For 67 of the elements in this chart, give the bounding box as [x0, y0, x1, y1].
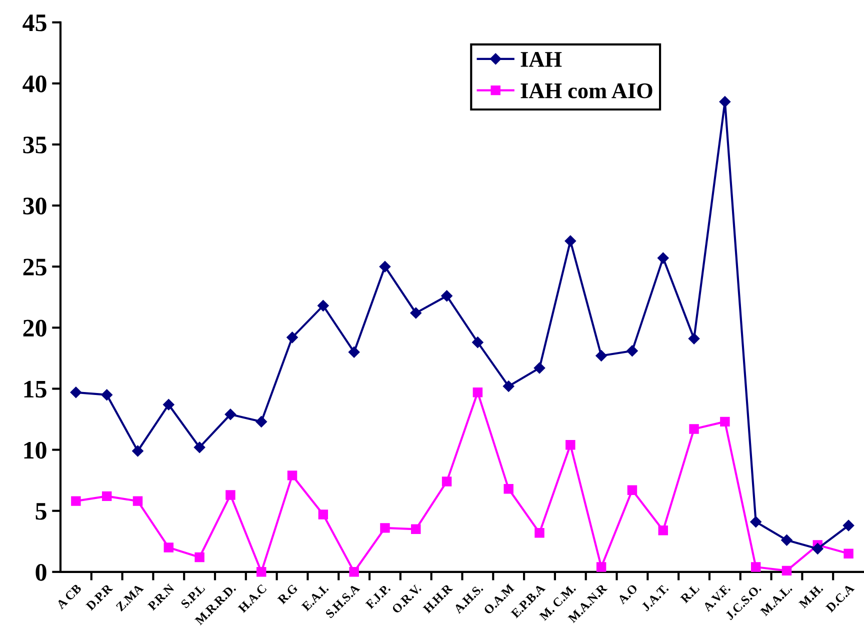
point — [626, 345, 638, 356]
point — [504, 484, 514, 494]
point — [658, 526, 668, 536]
point — [782, 566, 792, 576]
point — [472, 388, 483, 398]
point — [348, 346, 360, 358]
y-tick-label: 45 — [22, 14, 46, 32]
point — [380, 523, 390, 533]
point — [534, 528, 544, 538]
x-tick-label: A CB — [56, 584, 82, 610]
point — [442, 476, 452, 486]
point — [596, 562, 606, 572]
point — [410, 307, 422, 319]
point — [566, 440, 576, 450]
point — [194, 442, 206, 453]
point — [226, 490, 236, 500]
point — [286, 332, 298, 344]
point — [627, 485, 638, 495]
point — [719, 96, 731, 108]
y-tick-label: 20 — [23, 320, 46, 337]
y-tick-label: 40 — [22, 75, 46, 92]
point — [534, 362, 546, 374]
point — [502, 380, 514, 392]
y-tick-label: 35 — [23, 136, 46, 154]
point — [842, 520, 854, 532]
point — [411, 524, 421, 534]
point — [224, 408, 236, 420]
point — [750, 516, 762, 528]
y-tick-label: 5 — [36, 503, 46, 520]
point — [472, 336, 484, 348]
y-tick-label: 10 — [24, 442, 46, 459]
point — [256, 567, 266, 577]
point — [132, 445, 144, 457]
y-tick-label: 15 — [24, 380, 46, 398]
point — [689, 424, 699, 434]
point — [688, 333, 700, 344]
point — [132, 496, 143, 506]
point — [658, 252, 669, 264]
point — [163, 398, 174, 410]
point — [441, 290, 452, 302]
legend-label: IAH com AIO — [520, 83, 652, 98]
point — [844, 548, 854, 558]
point — [318, 300, 329, 312]
legend-label: IAH — [520, 52, 562, 67]
point — [71, 496, 81, 506]
point — [379, 261, 391, 272]
point — [720, 416, 730, 427]
x-tick-label: R.L — [680, 584, 700, 604]
point — [750, 562, 761, 572]
point — [70, 386, 82, 398]
point — [812, 543, 824, 554]
point — [781, 534, 792, 546]
x-tick-label: R.G — [277, 584, 298, 605]
point — [349, 567, 359, 577]
point — [194, 552, 204, 562]
y-tick-label: 30 — [23, 198, 46, 214]
point — [564, 235, 576, 247]
x-tick-label: A.O — [617, 584, 638, 605]
y-tick-label: 0 — [36, 564, 46, 581]
point — [596, 350, 607, 362]
y-tick-label: 25 — [23, 258, 46, 276]
point — [101, 389, 112, 400]
point — [318, 510, 328, 520]
point — [102, 491, 112, 502]
point — [164, 542, 174, 552]
point — [256, 416, 267, 428]
point — [287, 470, 298, 480]
